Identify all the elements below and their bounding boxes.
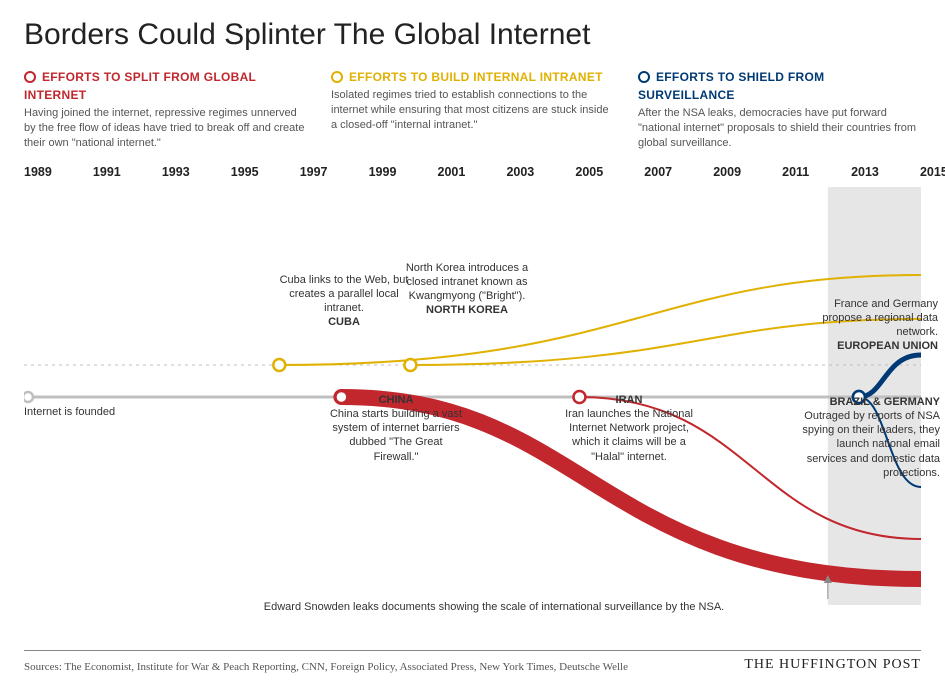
year-tick: 2007 [644,165,645,179]
event-annotation: BRAZIL & GERMANYOutraged by reports of N… [800,395,940,481]
event-desc: China starts building a vast system of i… [330,408,462,463]
legend-desc: After the NSA leaks, democracies have pu… [638,106,921,151]
event-country: BRAZIL & GERMANY [800,395,940,409]
chart-title: Borders Could Splinter The Global Intern… [24,18,921,52]
year-tick: 2015 [920,165,921,179]
event-desc: Iran launches the National Internet Netw… [565,408,693,463]
legend-marker-icon [638,71,650,83]
legend-title: EFFORTS TO SPLIT FROM GLOBAL INTERNET [24,70,256,102]
year-tick: 1997 [300,165,301,179]
event-annotation: Cuba links to the Web, but creates a par… [279,273,409,330]
legend-marker-icon [24,71,36,83]
founded-label: Internet is founded [24,405,124,419]
year-tick: 2011 [782,165,783,179]
event-annotation: IRANIran launches the National Internet … [559,393,699,464]
legend-marker-icon [331,71,343,83]
year-tick: 2009 [713,165,714,179]
event-annotation: North Korea introduces a closed intranet… [392,261,542,318]
event-desc: North Korea introduces a closed intranet… [406,262,528,303]
year-axis: 1989 1991 1993 1995 1997 1999 2001 2003 2005 2007… [24,165,921,179]
chart-svg [24,187,921,605]
legend-title: EFFORTS TO BUILD INTERNAL INTRANET [349,70,603,84]
year-tick: 1995 [231,165,232,179]
year-tick: 2013 [851,165,852,179]
sources-text: Sources: The Economist, Institute for Wa… [24,661,628,673]
event-desc: France and Germany propose a regional da… [822,298,938,339]
footer: Sources: The Economist, Institute for Wa… [24,650,921,673]
year-tick: 2001 [438,165,439,179]
chart-area: 1989 1991 1993 1995 1997 1999 2001 2003 2005 2007… [24,165,921,605]
event-desc: Cuba links to the Web, but creates a par… [280,274,409,315]
snowden-caption: Edward Snowden leaks documents showing t… [174,601,814,613]
event-country: NORTH KOREA [392,303,542,317]
event-country: EUROPEAN UNION [812,339,938,353]
legend-item: EFFORTS TO SHIELD FROM SURVEILLANCE After… [638,68,921,151]
event-annotation: CHINAChina starts building a vast system… [326,393,466,464]
year-tick: 2005 [575,165,576,179]
legend-desc: Having joined the internet, repressive r… [24,106,307,151]
year-tick: 1999 [369,165,370,179]
year-tick: 1993 [162,165,163,179]
legend-desc: Isolated regimes tried to establish conn… [331,88,614,133]
year-tick: 1991 [93,165,94,179]
event-annotation: France and Germany propose a regional da… [812,297,938,354]
legend-item: EFFORTS TO SPLIT FROM GLOBAL INTERNET Hav… [24,68,307,151]
year-tick: 2003 [506,165,507,179]
legend: EFFORTS TO SPLIT FROM GLOBAL INTERNET Hav… [24,68,921,151]
legend-title: EFFORTS TO SHIELD FROM SURVEILLANCE [638,70,824,102]
legend-item: EFFORTS TO BUILD INTERNAL INTRANET Isolat… [331,68,614,151]
event-country: CHINA [326,393,466,407]
event-desc: Outraged by reports of NSA spying on the… [802,410,940,479]
year-tick: 1989 [24,165,25,179]
brand-text: THE HUFFINGTON POST [744,657,921,673]
event-country: IRAN [559,393,699,407]
event-country: CUBA [279,315,409,329]
